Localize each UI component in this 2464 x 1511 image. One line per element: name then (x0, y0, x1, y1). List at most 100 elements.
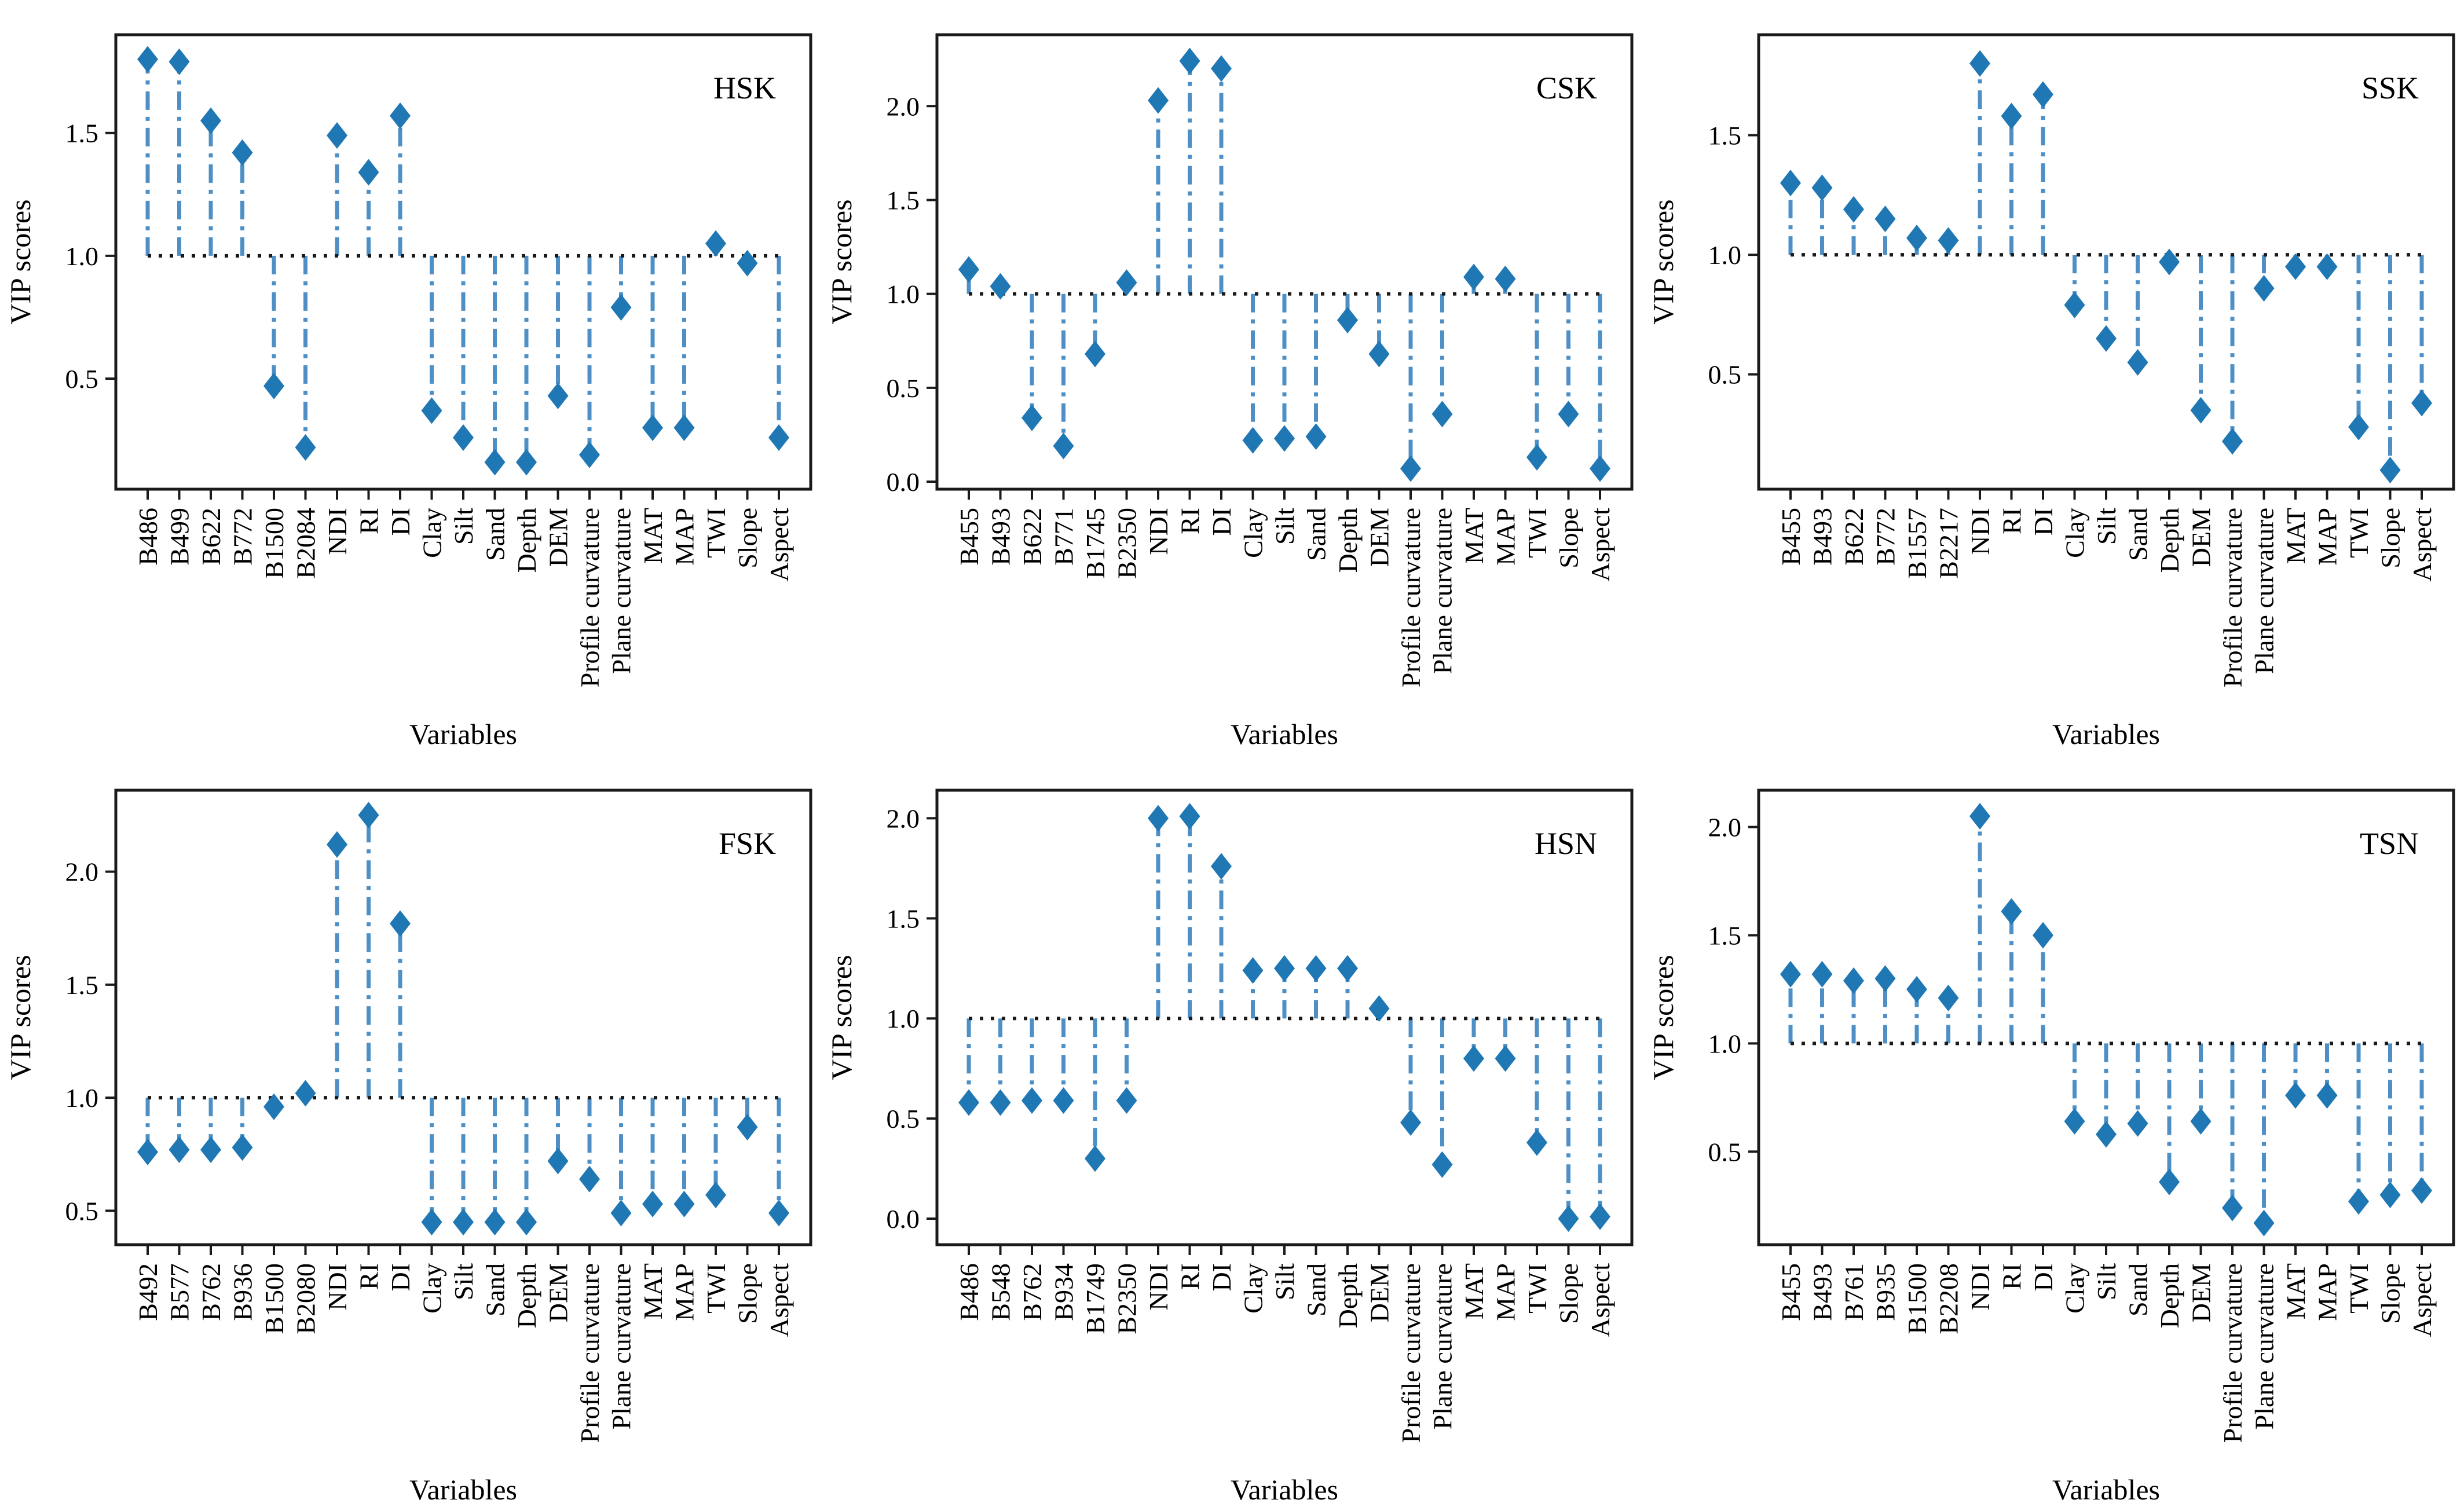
plot-frame (1757, 788, 2455, 1246)
x-tick-label: NDI (323, 1263, 352, 1311)
y-axis-label: VIP scores (825, 199, 858, 324)
x-tick-label: B2208 (1934, 1263, 1963, 1334)
x-tick-label: Silt (2092, 1263, 2121, 1300)
y-axis-label: VIP scores (825, 955, 858, 1080)
data-point-marker (1305, 423, 1327, 450)
data-point-marker (2064, 291, 2085, 318)
x-tick-label: RI (1176, 508, 1205, 534)
data-point-marker (547, 382, 569, 409)
x-tick-label: B1500 (259, 508, 289, 579)
x-tick-label: B493 (986, 508, 1016, 566)
y-axis: 0.0 0.5 1.0 1.5 2.0 (887, 91, 938, 497)
y-tick-label: 1.5 (1708, 121, 1741, 151)
x-tick-label: DEM (544, 1263, 573, 1322)
x-tick-label: MAT (1459, 1263, 1489, 1319)
y-axis: 0.5 1.0 1.5 (1708, 121, 1759, 390)
data-point-marker (390, 910, 411, 937)
x-tick-label: B492 (133, 1263, 163, 1321)
data-point-marker (1368, 995, 1390, 1022)
panel-title: CSK (1536, 71, 1597, 105)
y-tick-label: 1.5 (65, 119, 99, 148)
x-tick-label: B622 (1017, 508, 1047, 566)
x-axis-label: Variables (1231, 718, 1338, 750)
x-tick-label: Aspect (764, 1263, 794, 1337)
x-tick-label: B771 (1049, 508, 1079, 566)
data-point-marker (2095, 1121, 2117, 1148)
y-tick-label: 1.0 (65, 1083, 99, 1113)
data-point-marker (579, 441, 600, 468)
x-tick-label: Clay (1239, 1263, 1268, 1314)
stems (966, 816, 1602, 1219)
data-point-marker (484, 449, 506, 476)
data-point-marker (958, 256, 980, 283)
x-tick-label: Profile curvature (1396, 1263, 1426, 1443)
data-point-marker (2001, 102, 2022, 130)
data-point-marker (2253, 1209, 2275, 1237)
data-point-marker (1558, 401, 1579, 428)
x-tick-label: Depth (2155, 1263, 2184, 1328)
x-tick-label: DI (1207, 508, 1236, 536)
x-tick-label: NDI (323, 508, 352, 555)
x-tick-label: DI (386, 1263, 415, 1292)
x-tick-label: Aspect (764, 508, 794, 582)
data-point-marker (705, 1182, 726, 1209)
x-tick-label: B455 (1776, 1263, 1806, 1321)
stems (1788, 63, 2424, 470)
data-point-marker (2095, 325, 2117, 352)
y-tick-label: 0.5 (887, 373, 920, 403)
x-tick-label: Sand (481, 1263, 510, 1316)
x-tick-label: Silt (1270, 1263, 1299, 1300)
x-tick-label: NDI (1965, 508, 1995, 555)
x-tick-label: Aspect (2407, 508, 2437, 582)
y-axis: 0.5 1.0 1.5 (65, 119, 116, 394)
x-tick-label: MAT (638, 508, 668, 564)
x-tick-label: Clay (418, 1263, 447, 1314)
y-tick-label: 1.0 (65, 241, 99, 271)
x-tick-label: B455 (1776, 508, 1806, 566)
x-tick-label: NDI (1965, 1263, 1995, 1311)
data-point-marker (2001, 898, 2022, 925)
x-tick-label: Clay (2060, 508, 2089, 558)
markers (958, 802, 1611, 1233)
x-tick-label: Slope (2375, 1263, 2405, 1324)
data-point-marker (1495, 1045, 1516, 1072)
x-tick-label: MAP (670, 1263, 700, 1321)
x-tick-label: MAP (1491, 508, 1521, 566)
x-axis: B492 B577 B762 B936 B1500 B2080 NDI RI DI Clay Sil… (133, 1245, 794, 1443)
data-point-marker (1179, 802, 1200, 830)
data-point-marker (642, 1190, 663, 1217)
y-axis-label: VIP scores (1647, 955, 1679, 1080)
data-point-marker (169, 1136, 190, 1163)
data-point-marker (453, 1208, 474, 1235)
x-axis: B486 B548 B762 B934 B1749 B2350 NDI RI DI Clay Sil… (954, 1245, 1615, 1443)
x-tick-label: B936 (228, 1263, 258, 1321)
x-tick-label: MAP (2312, 508, 2342, 566)
y-tick-label: 1.0 (887, 1004, 920, 1033)
data-point-marker (1368, 340, 1390, 368)
x-tick-label: NDI (1144, 508, 1173, 555)
markers (958, 47, 1611, 482)
data-point-marker (137, 1138, 158, 1165)
x-tick-label: B486 (954, 1263, 984, 1321)
x-tick-label: Depth (2155, 508, 2184, 573)
x-tick-label: B455 (954, 508, 984, 566)
data-point-marker (1590, 455, 1611, 482)
data-point-marker (1116, 269, 1137, 296)
x-tick-label: TWI (2344, 1263, 2374, 1314)
data-point-marker (2379, 456, 2401, 483)
x-tick-label: B486 (133, 508, 163, 566)
data-point-marker (673, 414, 695, 441)
data-point-marker (990, 273, 1011, 300)
x-tick-label: Silt (449, 508, 478, 545)
data-point-marker (1085, 1145, 1106, 1172)
x-tick-label: Plane curvature (607, 508, 636, 674)
data-point-marker (1811, 960, 1833, 988)
x-tick-label: B499 (165, 508, 195, 566)
x-tick-label: MAP (1491, 1263, 1521, 1321)
x-tick-label: Silt (2092, 508, 2121, 545)
x-tick-label: B622 (196, 508, 226, 566)
data-point-marker (2316, 1082, 2338, 1109)
data-point-marker (990, 1089, 1011, 1116)
data-point-marker (137, 46, 158, 73)
